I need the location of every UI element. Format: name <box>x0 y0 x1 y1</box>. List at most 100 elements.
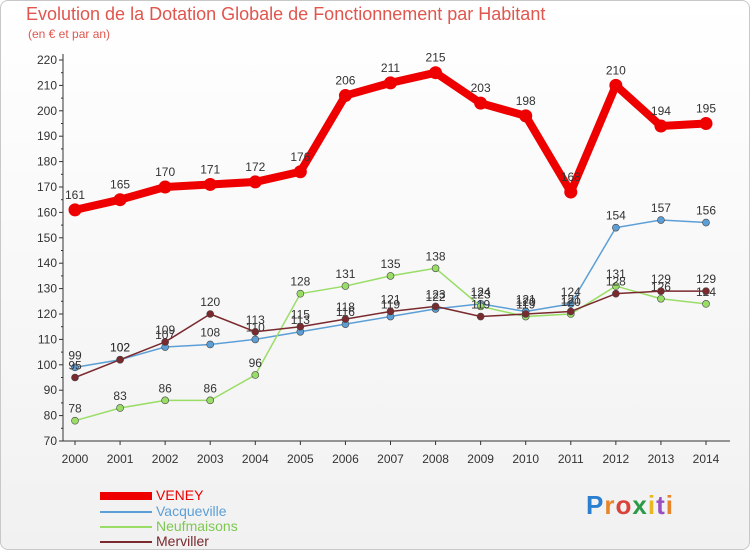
data-point <box>161 396 169 405</box>
data-label: 215 <box>426 51 446 65</box>
data-label: 113 <box>291 313 310 327</box>
y-tick-label: 80 <box>44 409 58 423</box>
data-point <box>702 287 710 295</box>
data-label: 123 <box>426 287 446 301</box>
data-label: 119 <box>471 298 490 312</box>
data-point <box>612 282 620 290</box>
data-label: 119 <box>516 298 535 312</box>
data-point <box>68 203 82 217</box>
data-point <box>564 185 578 199</box>
data-label: 109 <box>155 323 175 337</box>
data-label: 115 <box>291 308 310 322</box>
data-label: 102 <box>110 341 130 355</box>
data-point <box>521 310 530 318</box>
data-point <box>293 165 307 179</box>
data-label: 154 <box>606 209 626 223</box>
data-label: 86 <box>204 381 218 395</box>
brand-letter: o <box>615 490 633 520</box>
data-point <box>206 396 215 405</box>
data-label: 138 <box>426 249 446 263</box>
y-tick-label: 150 <box>37 231 57 245</box>
y-tick-label: 110 <box>38 332 57 346</box>
data-label: 128 <box>606 275 626 289</box>
y-tick-label: 180 <box>37 155 57 169</box>
data-point <box>566 300 575 308</box>
data-label: 161 <box>65 188 85 202</box>
data-label: 203 <box>471 81 491 95</box>
data-point <box>296 322 305 331</box>
x-tick-label: 2014 <box>693 452 720 466</box>
brand-letter: t <box>656 490 666 520</box>
data-label: 171 <box>200 162 220 176</box>
brand-letter: i <box>647 490 657 520</box>
data-label: 135 <box>380 257 400 271</box>
y-tick-label: 90 <box>44 383 58 397</box>
data-point <box>71 416 79 425</box>
data-point <box>71 363 79 372</box>
data-point <box>476 302 485 311</box>
y-tick-label: 100 <box>37 358 57 372</box>
data-label: 120 <box>561 295 581 309</box>
x-tick-label: 2012 <box>603 452 630 466</box>
data-label: 129 <box>651 272 671 286</box>
data-label: 121 <box>561 292 581 306</box>
data-point <box>657 216 665 224</box>
y-tick-label: 220 <box>37 53 57 67</box>
data-label: 108 <box>200 325 220 339</box>
x-tick-label: 2001 <box>107 452 134 466</box>
data-label: 156 <box>696 204 716 218</box>
legend-label-merviller: Merviller <box>156 533 209 549</box>
data-label: 96 <box>249 356 263 370</box>
brand-letter: x <box>632 490 648 520</box>
x-tick-label: 2007 <box>377 452 404 466</box>
data-label: 157 <box>651 201 671 215</box>
data-label: 121 <box>516 292 536 306</box>
data-point <box>657 287 665 295</box>
data-point <box>116 404 124 412</box>
data-point <box>203 177 217 191</box>
data-label: 165 <box>110 178 130 192</box>
data-label: 113 <box>246 313 265 327</box>
x-tick-label: 2010 <box>512 452 539 466</box>
data-point <box>341 282 350 290</box>
series-line-neufmaisons <box>74 267 707 422</box>
data-point <box>113 193 127 207</box>
data-point <box>338 89 352 103</box>
y-tick-label: 130 <box>37 282 57 296</box>
data-label: 194 <box>651 104 671 118</box>
data-point <box>566 307 575 316</box>
x-tick-label: 2011 <box>558 452 584 466</box>
data-label: 120 <box>200 295 220 309</box>
chart-subtitle: (en € et par an) <box>28 27 111 41</box>
data-point <box>386 272 395 280</box>
data-label: 211 <box>381 61 400 75</box>
y-tick-label: 210 <box>37 78 57 92</box>
brand-letter: i <box>665 490 674 520</box>
legend-swatch-merviller <box>100 541 152 543</box>
legend-swatch-vacqueville <box>100 511 152 513</box>
legend-label-veney: VENEY <box>156 487 204 503</box>
data-point <box>612 289 620 298</box>
data-label: 210 <box>606 63 626 77</box>
data-point <box>248 175 262 189</box>
data-label: 116 <box>336 305 355 319</box>
data-point <box>206 340 215 349</box>
data-label: 172 <box>245 160 265 174</box>
data-label: 195 <box>696 102 716 116</box>
x-tick-label: 2008 <box>422 452 449 466</box>
data-label: 168 <box>561 170 581 184</box>
data-point <box>71 373 79 382</box>
data-point <box>609 78 623 92</box>
data-point <box>702 300 710 308</box>
data-point <box>431 264 440 273</box>
data-point <box>699 117 713 130</box>
data-label: 129 <box>696 272 716 286</box>
data-label: 121 <box>380 292 400 306</box>
y-tick-label: 140 <box>37 256 57 270</box>
x-tick-label: 2006 <box>332 452 359 466</box>
data-point <box>251 327 260 336</box>
data-point <box>431 302 440 311</box>
y-tick-label: 170 <box>37 180 57 194</box>
data-label: 131 <box>335 267 355 281</box>
